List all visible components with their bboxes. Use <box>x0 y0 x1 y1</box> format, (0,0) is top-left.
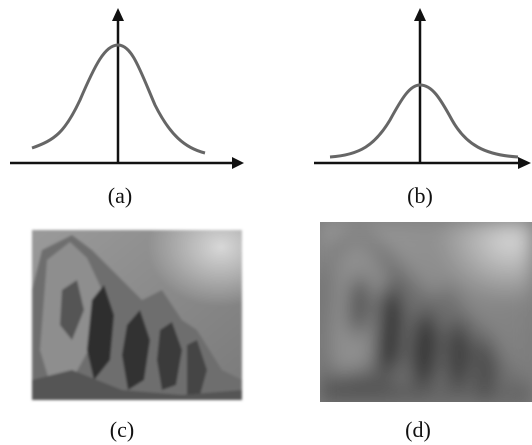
label: (d) <box>405 417 431 442</box>
label: (b) <box>407 183 433 208</box>
label: (c) <box>110 417 134 442</box>
image-d <box>320 222 532 402</box>
curve-a <box>10 8 244 169</box>
label: (a) <box>108 183 132 208</box>
curve-b <box>314 8 531 169</box>
image-c <box>32 230 242 400</box>
